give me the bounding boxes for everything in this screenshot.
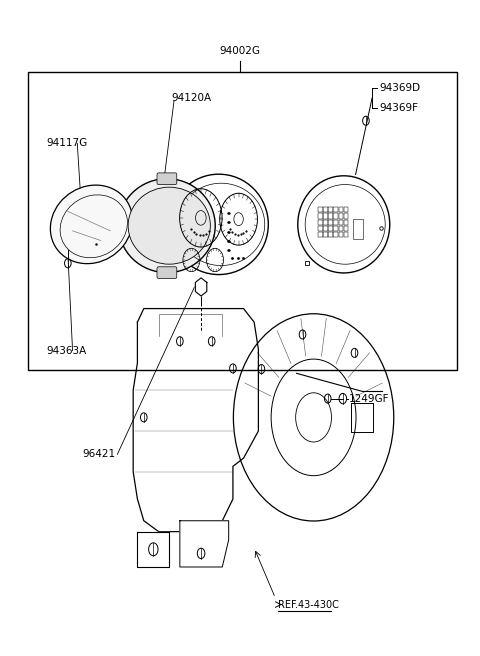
Bar bbox=[318, 207, 323, 213]
Text: 94117G: 94117G bbox=[47, 138, 88, 148]
Bar bbox=[318, 213, 323, 218]
FancyBboxPatch shape bbox=[157, 173, 177, 184]
Bar bbox=[28, 72, 457, 370]
Bar bbox=[344, 226, 348, 231]
Text: 94120A: 94120A bbox=[172, 93, 212, 103]
Bar bbox=[338, 213, 343, 218]
Text: 1249GF: 1249GF bbox=[348, 394, 389, 404]
Bar bbox=[334, 220, 338, 225]
Bar bbox=[323, 207, 328, 213]
Ellipse shape bbox=[128, 187, 210, 264]
Text: REF.43-430C: REF.43-430C bbox=[278, 600, 338, 609]
Bar bbox=[318, 220, 323, 225]
Ellipse shape bbox=[298, 176, 390, 273]
Bar bbox=[323, 213, 328, 218]
Bar bbox=[318, 232, 323, 237]
Polygon shape bbox=[195, 278, 207, 296]
Polygon shape bbox=[180, 521, 228, 567]
Text: 96421: 96421 bbox=[82, 449, 115, 459]
Bar bbox=[323, 220, 328, 225]
Bar bbox=[334, 207, 338, 213]
Text: 94369F: 94369F bbox=[379, 103, 418, 113]
Text: 94002G: 94002G bbox=[219, 46, 261, 56]
Bar bbox=[334, 226, 338, 231]
Polygon shape bbox=[137, 531, 169, 567]
Bar bbox=[323, 226, 328, 231]
Text: 94369D: 94369D bbox=[379, 83, 420, 93]
Bar bbox=[344, 232, 348, 237]
Ellipse shape bbox=[50, 185, 132, 264]
Bar bbox=[338, 226, 343, 231]
Bar bbox=[344, 207, 348, 213]
Bar bbox=[323, 232, 328, 237]
FancyBboxPatch shape bbox=[157, 267, 177, 278]
Bar bbox=[334, 232, 338, 237]
Bar bbox=[338, 232, 343, 237]
Bar bbox=[338, 207, 343, 213]
Bar bbox=[328, 220, 333, 225]
Bar bbox=[344, 220, 348, 225]
Ellipse shape bbox=[169, 174, 268, 275]
Bar bbox=[338, 220, 343, 225]
Bar bbox=[344, 213, 348, 218]
Bar bbox=[328, 213, 333, 218]
Ellipse shape bbox=[119, 178, 215, 273]
Polygon shape bbox=[133, 308, 258, 531]
Bar bbox=[328, 226, 333, 231]
Ellipse shape bbox=[233, 314, 394, 521]
Bar bbox=[328, 207, 333, 213]
Polygon shape bbox=[351, 403, 372, 432]
Bar bbox=[353, 219, 362, 239]
Bar bbox=[328, 232, 333, 237]
Text: 94363A: 94363A bbox=[47, 346, 87, 356]
Bar bbox=[318, 226, 323, 231]
Bar bbox=[334, 213, 338, 218]
